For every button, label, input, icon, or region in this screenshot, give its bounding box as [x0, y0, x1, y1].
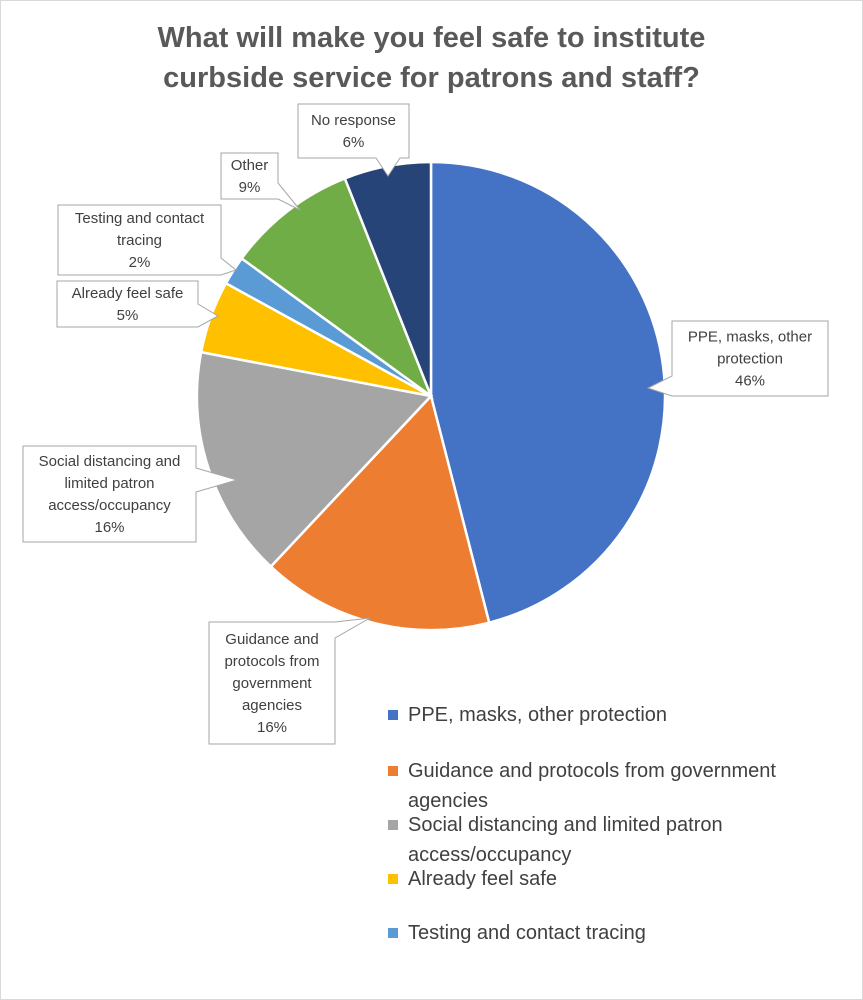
legend-item-ppe-masks-other-protection: PPE, masks, other protection	[386, 700, 846, 730]
data-label-category: Other	[231, 157, 269, 174]
callout-box	[646, 320, 829, 397]
data-label-value: 16%	[94, 519, 124, 536]
legend-swatch	[388, 874, 398, 884]
legend-swatch	[388, 766, 398, 776]
legend-label: Already feel safe	[408, 868, 557, 890]
legend-item-social-distancing-and-limited-patron-access-occupancy: Social distancing and limited patron acce…	[386, 810, 846, 870]
pie-slice-social-distancing-and-limited-patron-access-occupancy	[195, 350, 434, 569]
data-label-already-feel-safe: Already feel safe 5%	[56, 280, 220, 328]
data-label-category: agencies	[242, 697, 302, 714]
data-label-category: access/occupancy	[48, 497, 171, 514]
data-label-value: 9%	[239, 179, 261, 196]
data-label-category: limited patron	[64, 475, 154, 492]
data-label-value: 16%	[257, 719, 287, 736]
legend-label: Social distancing and limited patron	[408, 814, 723, 836]
legend-item-guidance-and-protocols-from-government-agencies: Guidance and protocols from government ag…	[386, 756, 846, 816]
data-label-no-response: No response 6%	[297, 103, 410, 177]
data-label-callouts: PPE, masks, other protection 46% Guidance a…	[22, 103, 829, 745]
chart-title-line-1: What will make you feel safe to institut…	[157, 22, 706, 54]
data-label-value: 46%	[735, 373, 765, 390]
data-label-category: Testing and contact	[75, 210, 205, 227]
data-label-testing-and-contact-tracing: Testing and contact tracing 2%	[57, 204, 238, 276]
pie-slice-ppe-masks-other-protection	[429, 160, 667, 625]
data-label-value: 5%	[117, 307, 139, 324]
legend-swatch	[388, 928, 398, 938]
chart-title-line-2: curbside service for patrons and staff?	[163, 62, 700, 94]
data-label-category: Social distancing and	[39, 453, 181, 470]
data-label-category: tracing	[117, 232, 162, 249]
callout-box	[56, 280, 220, 328]
legend-label: Testing and contact tracing	[408, 922, 646, 944]
data-label-category: Guidance and	[225, 631, 318, 648]
data-label-value: 6%	[343, 134, 365, 151]
data-label-category: PPE, masks, other	[688, 329, 812, 346]
callout-box	[297, 103, 410, 177]
data-label-category: Already feel safe	[72, 285, 184, 302]
legend-swatch	[388, 820, 398, 830]
legend-swatch	[388, 710, 398, 720]
pie-slices	[195, 160, 667, 632]
callout-box	[57, 204, 238, 276]
data-label-category: No response	[311, 112, 396, 129]
data-label-social-distancing-and-limited-patron-access-occupancy: Social distancing and limited patron acces…	[22, 445, 239, 543]
legend-label: PPE, masks, other protection	[408, 704, 668, 726]
legend-label: access/occupancy	[408, 844, 572, 866]
data-label-category: protocols from	[224, 653, 319, 670]
callout-box	[220, 152, 301, 211]
legend-item-already-feel-safe: Already feel safe	[386, 864, 846, 894]
legend-label: Guidance and protocols from government	[408, 760, 776, 782]
callout-box	[22, 445, 239, 543]
legend-label: agencies	[408, 790, 489, 812]
chart-title: What will make you feel safe to institut…	[0, 18, 863, 98]
data-label-value: 2%	[129, 254, 151, 271]
pie-slice-guidance-and-protocols-from-government-agencies	[269, 393, 491, 632]
legend-item-testing-and-contact-tracing: Testing and contact tracing	[386, 918, 846, 948]
data-label-guidance-and-protocols-from-government-agencies: Guidance and protocols from government agen…	[208, 617, 371, 745]
pie-slice-other	[239, 176, 434, 400]
data-label-category: government	[232, 675, 312, 692]
data-label-other: Other 9%	[220, 152, 301, 211]
data-label-ppe-masks-other-protection: PPE, masks, other protection 46%	[646, 320, 829, 397]
callout-box	[208, 617, 371, 745]
data-label-category: protection	[717, 351, 783, 368]
